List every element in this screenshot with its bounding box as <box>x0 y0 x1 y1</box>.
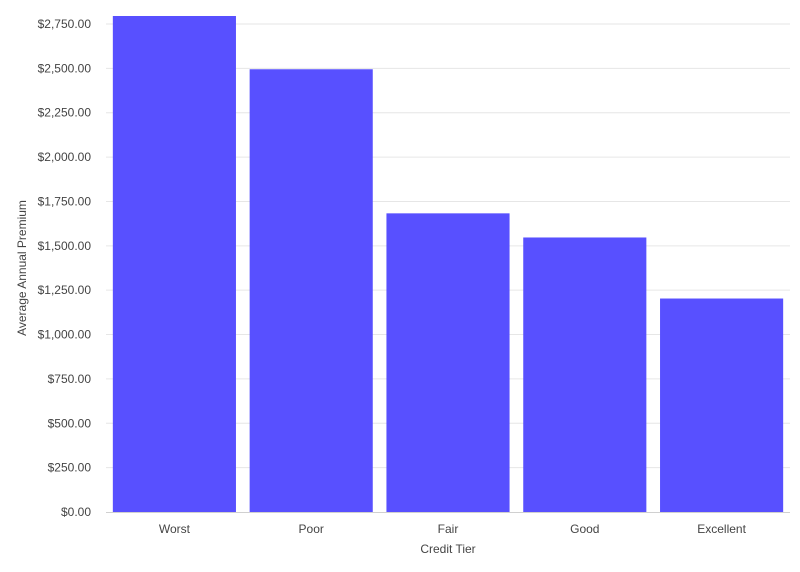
x-tick-label: Worst <box>159 522 191 536</box>
x-axis-title: Credit Tier <box>420 542 475 556</box>
y-axis-title: Average Annual Premium <box>15 200 29 336</box>
y-axis-ticks: $0.00 $250.00 $500.00 $750.00 $1,000.00 $1,25… <box>38 17 92 519</box>
bar-fair[interactable] <box>386 213 510 512</box>
y-tick-label: $500.00 <box>48 416 92 430</box>
x-tick-label: Poor <box>299 522 324 536</box>
y-tick-label: $1,000.00 <box>38 328 92 342</box>
y-tick-label: $2,250.00 <box>38 106 92 120</box>
x-tick-label: Fair <box>438 522 459 536</box>
bar-excellent[interactable] <box>660 298 784 512</box>
x-axis-ticks: Worst Poor Fair Good Excellent <box>159 522 747 536</box>
y-tick-label: $250.00 <box>48 461 92 475</box>
y-tick-label: $1,750.00 <box>38 194 92 208</box>
bar-poor[interactable] <box>249 69 373 512</box>
y-tick-label: $0.00 <box>61 505 91 519</box>
y-tick-label: $1,500.00 <box>38 239 92 253</box>
x-tick-label: Good <box>570 522 599 536</box>
y-tick-label: $750.00 <box>48 372 92 386</box>
bar-good[interactable] <box>523 237 647 512</box>
bars <box>112 16 784 512</box>
y-tick-label: $2,500.00 <box>38 61 92 75</box>
y-tick-label: $1,250.00 <box>38 283 92 297</box>
bar-worst[interactable] <box>112 16 236 512</box>
y-tick-label: $2,750.00 <box>38 17 92 31</box>
y-tick-label: $2,000.00 <box>38 150 92 164</box>
x-tick-label: Excellent <box>697 522 746 536</box>
